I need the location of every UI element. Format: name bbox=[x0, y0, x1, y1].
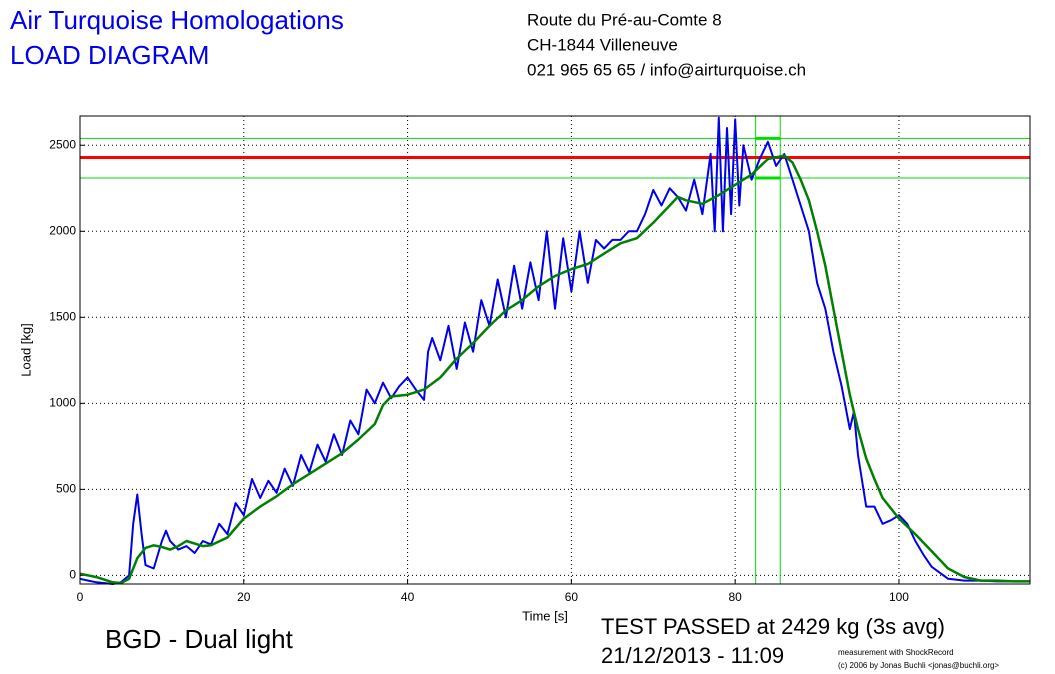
y-tick-label: 1500 bbox=[49, 309, 76, 323]
plot-background bbox=[80, 116, 1030, 584]
data-line bbox=[79, 116, 1030, 585]
y-tick-label: 500 bbox=[56, 482, 76, 496]
x-tick-label: 40 bbox=[401, 590, 415, 604]
x-tick-label: 100 bbox=[889, 590, 909, 604]
y-tick-label: 0 bbox=[69, 568, 76, 582]
data-line bbox=[79, 154, 1030, 585]
y-axis-label: Load [kg] bbox=[18, 323, 33, 377]
x-axis-label: Time [s] bbox=[522, 608, 568, 623]
subtitle: LOAD DIAGRAM bbox=[10, 40, 209, 70]
product-name: BGD - Dual light bbox=[105, 624, 294, 654]
test-result: TEST PASSED at 2429 kg (3s avg) bbox=[601, 614, 945, 639]
plot-area: 0 500 1000 1500 2000 2500 0 20 40 60 80 100 bbox=[49, 115, 1031, 604]
y-tick-label: 1000 bbox=[49, 396, 76, 410]
address-line: CH-1844 Villeneuve bbox=[527, 35, 678, 54]
test-date: 21/12/2013 - 11:09 bbox=[601, 643, 784, 668]
title: Air Turquoise Homologations bbox=[10, 5, 344, 35]
x-tick-label: 80 bbox=[728, 590, 742, 604]
y-tick-label: 2000 bbox=[49, 223, 76, 237]
address-line: Route du Pré-au-Comte 8 bbox=[527, 10, 722, 29]
address-line: 021 965 65 65 / info@airturquoise.ch bbox=[527, 60, 806, 79]
plot-border bbox=[79, 115, 1031, 585]
x-tick-label: 60 bbox=[565, 590, 579, 604]
x-tick-label: 20 bbox=[237, 590, 251, 604]
y-tick-label: 2500 bbox=[49, 137, 76, 151]
credit: measurement with ShockRecord bbox=[838, 648, 954, 657]
credit: (c) 2006 by Jonas Buchli <jonas@buchli.o… bbox=[838, 661, 999, 670]
x-tick-label: 0 bbox=[77, 590, 84, 604]
